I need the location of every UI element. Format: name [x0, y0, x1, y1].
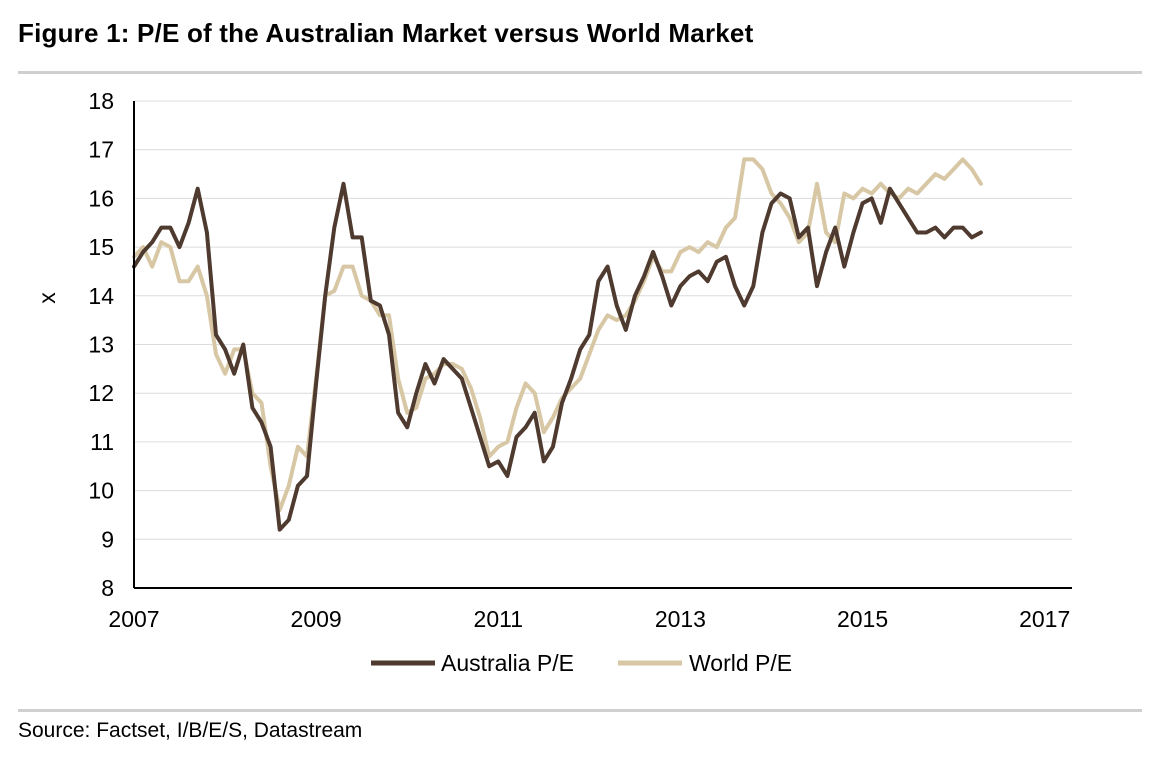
y-tick-label: 10 — [88, 478, 114, 504]
pe-line-chart: 8 9 10 11 12 13 14 15 16 17 18 2007 2009 2011 2013 201… — [34, 88, 1072, 676]
x-tick-label: 2011 — [474, 606, 523, 632]
y-tick-label: 8 — [101, 575, 114, 601]
y-axis-label: x — [34, 292, 60, 304]
bottom-divider — [18, 709, 1142, 712]
x-tick-label: 2013 — [655, 606, 706, 632]
x-tick-label: 2015 — [837, 606, 888, 632]
series-lines — [132, 157, 983, 532]
x-tick-label: 2007 — [108, 606, 159, 632]
y-tick-label: 17 — [88, 137, 114, 163]
legend: Australia P/E World P/E — [371, 650, 792, 676]
y-tick-label: 13 — [88, 332, 114, 358]
top-divider — [18, 71, 1142, 74]
x-tick-label: 2009 — [291, 606, 342, 632]
y-tick-labels: 8 9 10 11 12 13 14 15 16 17 18 — [88, 88, 114, 601]
world-pe-line — [132, 157, 983, 513]
y-tick-label: 16 — [88, 185, 114, 211]
y-tick-label: 18 — [88, 88, 114, 114]
y-tick-label: 15 — [88, 234, 114, 260]
legend-label-australia: Australia P/E — [441, 650, 574, 676]
y-tick-label: 14 — [88, 283, 114, 309]
y-tick-label: 11 — [90, 429, 114, 455]
legend-label-world: World P/E — [689, 650, 792, 676]
x-tick-label: 2017 — [1019, 606, 1070, 632]
australia-pe-line — [132, 181, 983, 532]
figure-title: Figure 1: P/E of the Australian Market v… — [18, 18, 754, 48]
gridlines — [134, 100, 1072, 540]
x-tick-labels: 2007 2009 2011 2013 2015 2017 — [108, 606, 1070, 632]
y-tick-label: 9 — [101, 526, 114, 552]
y-tick-label: 12 — [88, 380, 114, 406]
source-note: Source: Factset, I/B/E/S, Datastream — [18, 719, 363, 742]
